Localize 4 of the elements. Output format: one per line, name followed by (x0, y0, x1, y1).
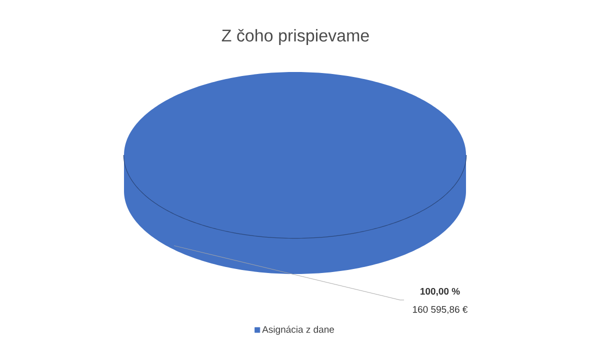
chart-title: Z čoho prispievame (222, 29, 369, 45)
legend-label: Asignácia z dane (262, 326, 334, 335)
text: 160 595,86 € (412, 306, 468, 314)
data-label: 100,00 % (420, 288, 460, 296)
